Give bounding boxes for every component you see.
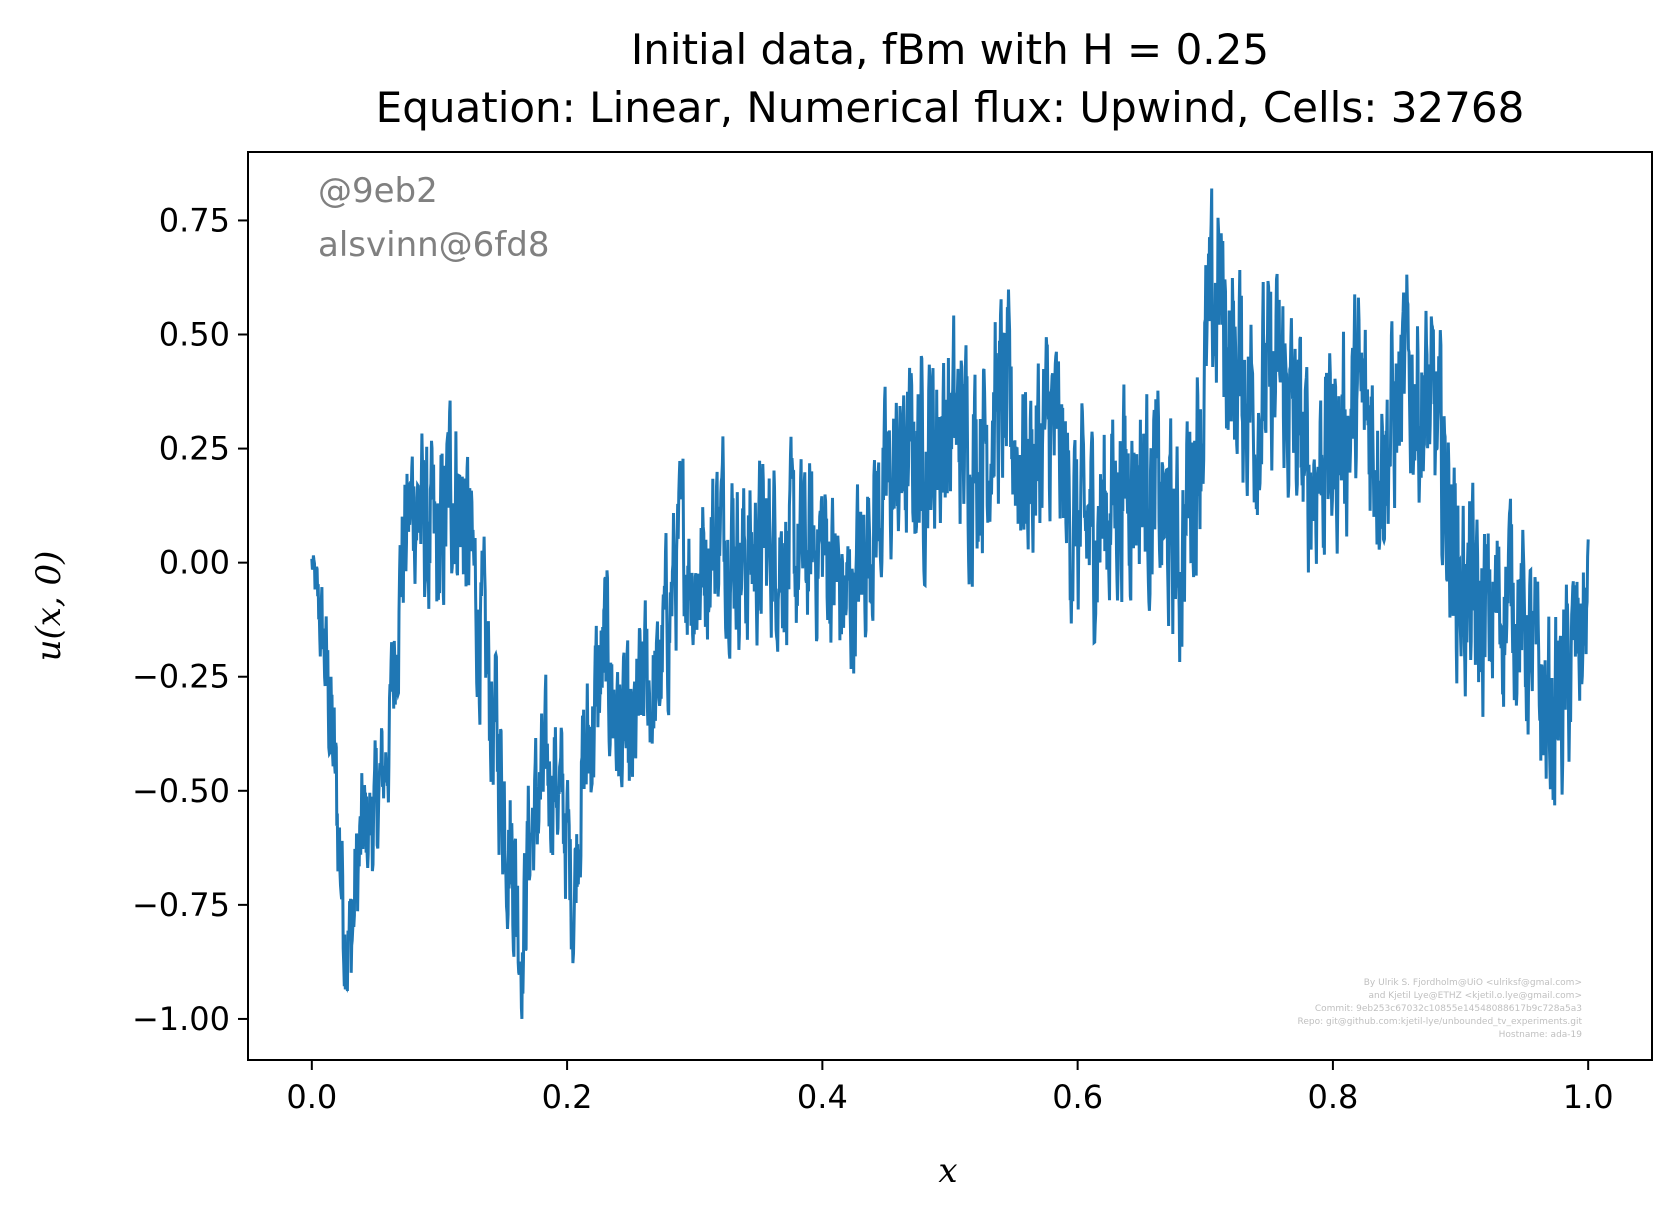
x-tick-label: 0.4 xyxy=(797,1078,848,1116)
credit-line: and Kjetil Lye@ETHZ <kjetil.o.lye@gmail.… xyxy=(1368,991,1582,1001)
credit-line: Commit: 9eb253c67032c10855e14548088617b9… xyxy=(1315,1004,1582,1014)
y-tick-label: 0.00 xyxy=(159,544,230,582)
y-tick-label: −1.00 xyxy=(132,1000,230,1038)
x-tick-label: 0.0 xyxy=(286,1078,337,1116)
x-tick-label: 0.2 xyxy=(542,1078,593,1116)
x-tick-label: 0.6 xyxy=(1052,1078,1103,1116)
chart-title-line2: Equation: Linear, Numerical flux: Upwind… xyxy=(376,83,1525,132)
watermark-line1: @9eb2 xyxy=(318,171,438,211)
y-axis-label: u(x, 0) xyxy=(29,551,69,662)
plot-frame xyxy=(247,151,1653,1061)
y-tick-label: −0.50 xyxy=(132,772,230,810)
y-axis-ticks: 0.75 0.50 0.25 0.00 −0.25 −0.50 −0.75 −1.00 xyxy=(132,201,248,1038)
credit-line: By Ulrik S. Fjordholm@UiO <ulriksf@gmal.… xyxy=(1364,978,1582,988)
watermark-line2: alsvinn@6fd8 xyxy=(318,225,549,265)
y-tick-label: 0.50 xyxy=(159,316,230,354)
x-tick-label: 1.0 xyxy=(1563,1078,1614,1116)
y-tick-label: −0.75 xyxy=(132,886,230,924)
series-group xyxy=(310,188,1590,1019)
credit-line: Hostname: ada-19 xyxy=(1499,1030,1583,1040)
series-line xyxy=(310,188,1590,1019)
credit-line: Repo: git@github.com:kjetil-lye/unbounde… xyxy=(1298,1017,1583,1027)
x-axis-ticks: 0.0 0.2 0.4 0.6 0.8 1.0 xyxy=(286,1060,1614,1116)
chart-title-line1: Initial data, fBm with H = 0.25 xyxy=(631,25,1269,74)
y-tick-label: 0.25 xyxy=(159,430,230,468)
x-axis-label: x xyxy=(938,1151,957,1191)
credit-block: By Ulrik S. Fjordholm@UiO <ulriksf@gmal.… xyxy=(1298,978,1583,1040)
y-tick-label: −0.25 xyxy=(132,658,230,696)
x-tick-label: 0.8 xyxy=(1307,1078,1358,1116)
y-tick-label: 0.75 xyxy=(159,201,230,239)
